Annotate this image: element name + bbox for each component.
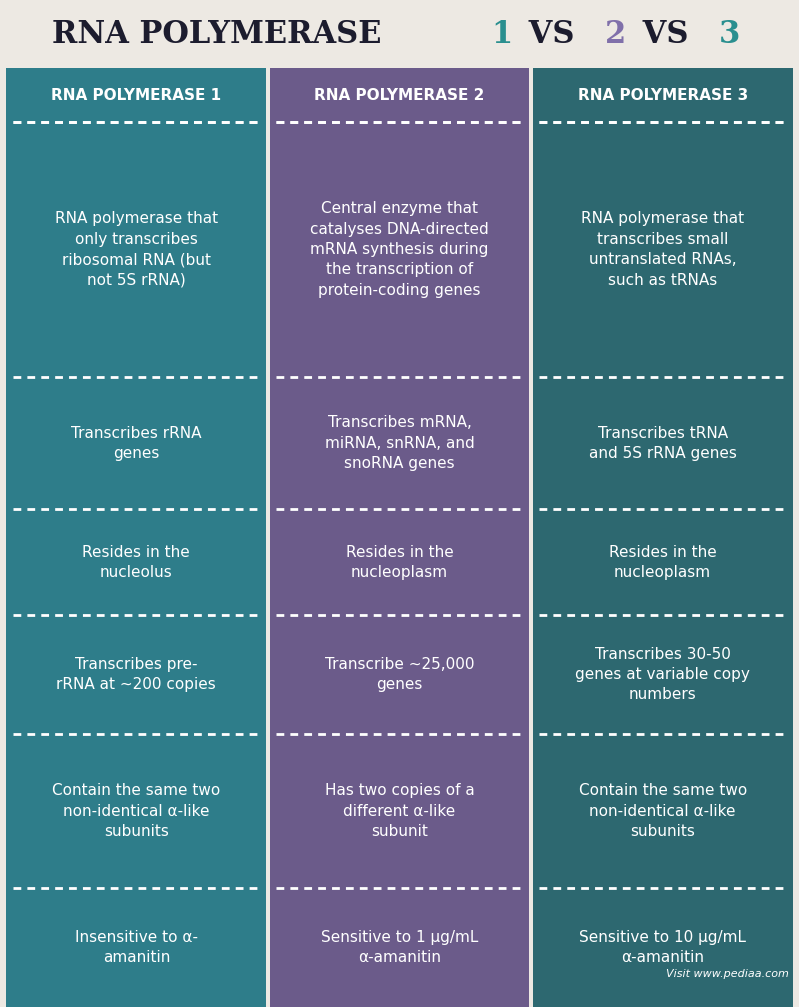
Text: Resides in the
nucleoplasm: Resides in the nucleoplasm bbox=[609, 545, 717, 580]
Text: RNA POLYMERASE 2: RNA POLYMERASE 2 bbox=[314, 88, 485, 103]
FancyBboxPatch shape bbox=[269, 378, 530, 510]
FancyBboxPatch shape bbox=[533, 734, 793, 888]
FancyBboxPatch shape bbox=[533, 888, 793, 1007]
Text: RNA POLYMERASE 3: RNA POLYMERASE 3 bbox=[578, 88, 748, 103]
Text: Resides in the
nucleolus: Resides in the nucleolus bbox=[82, 545, 190, 580]
Text: Sensitive to 1 μg/mL
α-amanitin: Sensitive to 1 μg/mL α-amanitin bbox=[321, 929, 478, 966]
FancyBboxPatch shape bbox=[533, 68, 793, 122]
Text: Visit www.pediaa.com: Visit www.pediaa.com bbox=[666, 969, 789, 979]
FancyBboxPatch shape bbox=[269, 888, 530, 1007]
Text: RNA POLYMERASE 1: RNA POLYMERASE 1 bbox=[51, 88, 221, 103]
FancyBboxPatch shape bbox=[269, 734, 530, 888]
Text: Transcribes mRNA,
miRNA, snRNA, and
snoRNA genes: Transcribes mRNA, miRNA, snRNA, and snoR… bbox=[324, 416, 475, 471]
Text: Insensitive to α-
amanitin: Insensitive to α- amanitin bbox=[75, 929, 198, 966]
FancyBboxPatch shape bbox=[533, 615, 793, 734]
Text: Transcribes tRNA
and 5S rRNA genes: Transcribes tRNA and 5S rRNA genes bbox=[589, 426, 737, 461]
FancyBboxPatch shape bbox=[269, 615, 530, 734]
FancyBboxPatch shape bbox=[533, 510, 793, 615]
Text: RNA POLYMERASE: RNA POLYMERASE bbox=[52, 19, 392, 49]
Text: Central enzyme that
catalyses DNA-directed
mRNA synthesis during
the transcripti: Central enzyme that catalyses DNA-direct… bbox=[310, 201, 489, 298]
FancyBboxPatch shape bbox=[6, 615, 266, 734]
Text: 1: 1 bbox=[491, 19, 512, 49]
FancyBboxPatch shape bbox=[269, 68, 530, 122]
Text: Transcribes pre-
rRNA at ~200 copies: Transcribes pre- rRNA at ~200 copies bbox=[57, 657, 217, 692]
Text: 2: 2 bbox=[605, 19, 626, 49]
Text: VS: VS bbox=[633, 19, 700, 49]
FancyBboxPatch shape bbox=[533, 378, 793, 510]
Text: Transcribes rRNA
genes: Transcribes rRNA genes bbox=[71, 426, 201, 461]
FancyBboxPatch shape bbox=[533, 122, 793, 378]
Text: RNA polymerase that
transcribes small
untranslated RNAs,
such as tRNAs: RNA polymerase that transcribes small un… bbox=[581, 211, 744, 288]
FancyBboxPatch shape bbox=[6, 68, 266, 122]
Text: VS: VS bbox=[519, 19, 586, 49]
Text: Resides in the
nucleoplasm: Resides in the nucleoplasm bbox=[346, 545, 453, 580]
FancyBboxPatch shape bbox=[269, 122, 530, 378]
FancyBboxPatch shape bbox=[269, 510, 530, 615]
FancyBboxPatch shape bbox=[6, 378, 266, 510]
Text: RNA polymerase that
only transcribes
ribosomal RNA (but
not 5S rRNA): RNA polymerase that only transcribes rib… bbox=[55, 211, 218, 288]
Text: Contain the same two
non-identical α-like
subunits: Contain the same two non-identical α-lik… bbox=[52, 783, 221, 839]
FancyBboxPatch shape bbox=[6, 122, 266, 378]
Text: Transcribes 30-50
genes at variable copy
numbers: Transcribes 30-50 genes at variable copy… bbox=[575, 646, 750, 703]
Text: 3: 3 bbox=[719, 19, 741, 49]
Text: Contain the same two
non-identical α-like
subunits: Contain the same two non-identical α-lik… bbox=[578, 783, 747, 839]
FancyBboxPatch shape bbox=[6, 510, 266, 615]
Text: Transcribe ~25,000
genes: Transcribe ~25,000 genes bbox=[324, 657, 475, 692]
FancyBboxPatch shape bbox=[6, 734, 266, 888]
Text: Sensitive to 10 μg/mL
α-amanitin: Sensitive to 10 μg/mL α-amanitin bbox=[579, 929, 746, 966]
Text: Has two copies of a
different α-like
subunit: Has two copies of a different α-like sub… bbox=[324, 783, 475, 839]
FancyBboxPatch shape bbox=[6, 888, 266, 1007]
